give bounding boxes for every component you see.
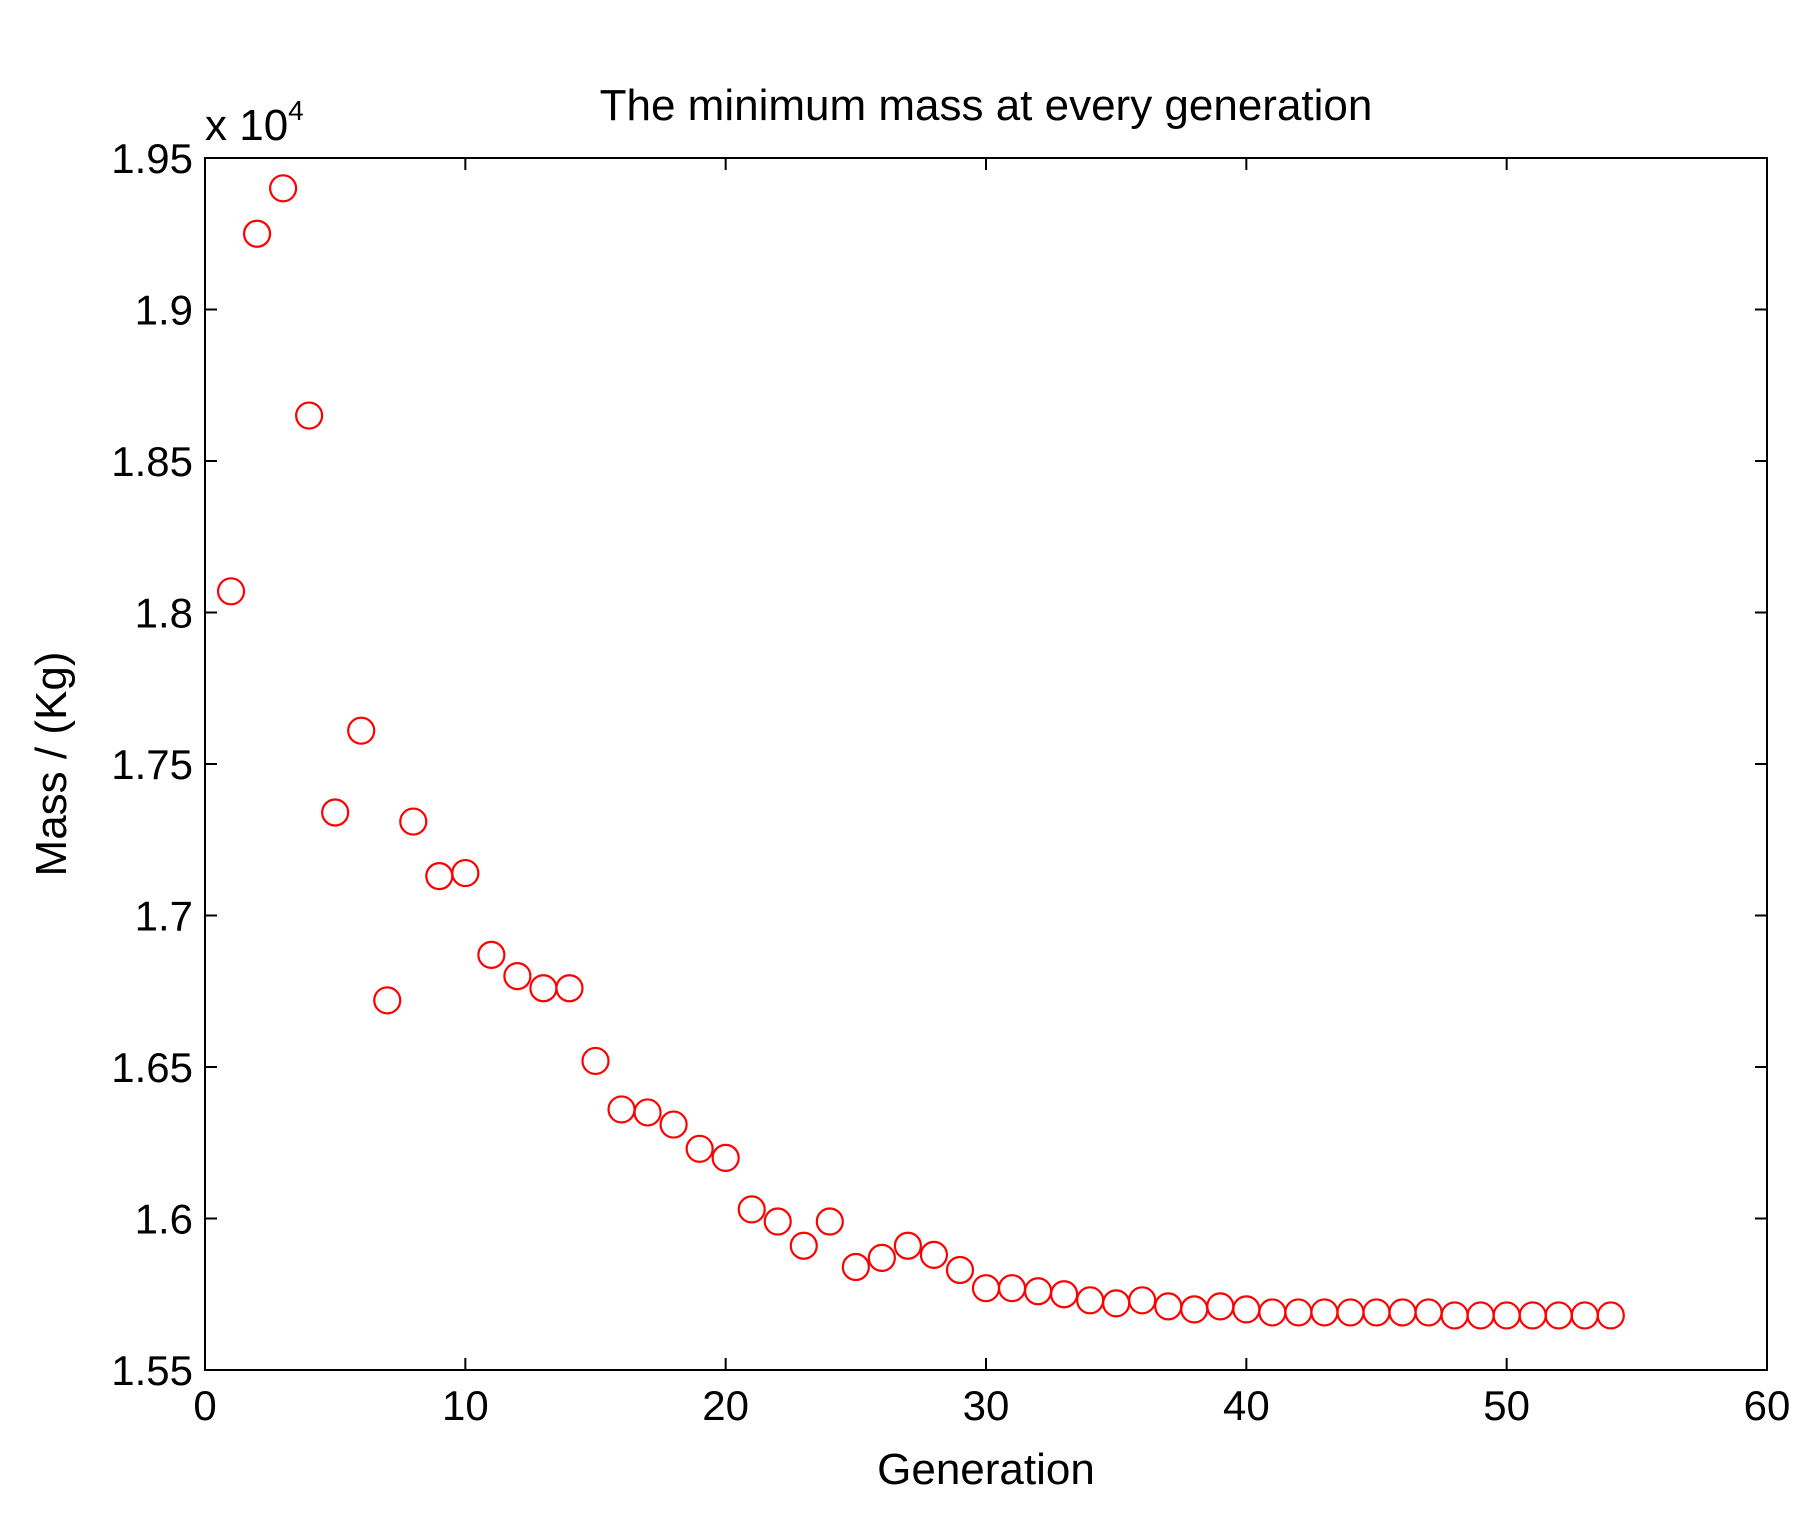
x-tick-label: 40 [1223,1382,1270,1429]
data-point [893,1231,923,1260]
data-point [737,1195,766,1224]
data-point [945,1255,975,1285]
data-point [789,1231,818,1260]
y-tick-label: 1.7 [135,893,193,940]
data-point [503,961,532,991]
data-point [1596,1301,1625,1330]
y-tick-label: 1.8 [135,590,193,637]
data-point [269,174,298,203]
chart-title: The minimum mass at every generation [600,81,1373,130]
data-points [216,174,1625,1330]
data-point [919,1240,949,1269]
y-tick-label: 1.9 [135,287,193,334]
data-point [841,1252,870,1282]
data-point [633,1098,662,1127]
y-tick-label: 1.65 [111,1044,193,1091]
data-point [581,1046,610,1076]
y-tick-label: 1.95 [111,135,193,182]
x-tick-label: 60 [1744,1382,1791,1429]
y-tick-label: 1.55 [111,1347,193,1394]
data-point [1049,1280,1079,1309]
x-axis-label: Generation [877,1445,1095,1494]
data-point [295,401,324,430]
data-point [763,1207,792,1236]
data-point [242,219,272,248]
data-point [216,577,246,606]
y-multiplier: x 104 [205,95,304,150]
y-multiplier-exponent: 4 [288,95,304,126]
plot-area [204,157,1768,1371]
data-point [477,940,506,969]
data-point [321,798,350,827]
data-point [815,1207,844,1236]
y-tick-label: 1.75 [111,741,193,788]
data-point [867,1243,896,1272]
data-point [711,1143,740,1173]
y-axis-label: Mass / (Kg) [27,652,76,877]
data-point [1128,1286,1157,1315]
data-point [685,1134,714,1163]
data-point [399,807,428,836]
x-tick-label: 20 [702,1382,749,1429]
data-point [555,974,584,1003]
data-point [659,1110,688,1139]
y-tick-label: 1.85 [111,438,193,485]
data-point [347,716,376,745]
x-tick-label: 10 [442,1382,489,1429]
data-point [373,986,402,1015]
y-tick-label: 1.6 [135,1196,193,1243]
x-tick-label: 50 [1483,1382,1530,1429]
x-tick-label: 30 [963,1382,1010,1429]
data-point [451,858,480,888]
y-multiplier-base: x 10 [205,101,288,150]
x-tick-label: 0 [193,1382,216,1429]
axis-ticks: 0 10 20 30 40 50 60 1.55 1.6 1.65 1.7 1.75 1.8 1.85 1.… [111,135,1790,1429]
